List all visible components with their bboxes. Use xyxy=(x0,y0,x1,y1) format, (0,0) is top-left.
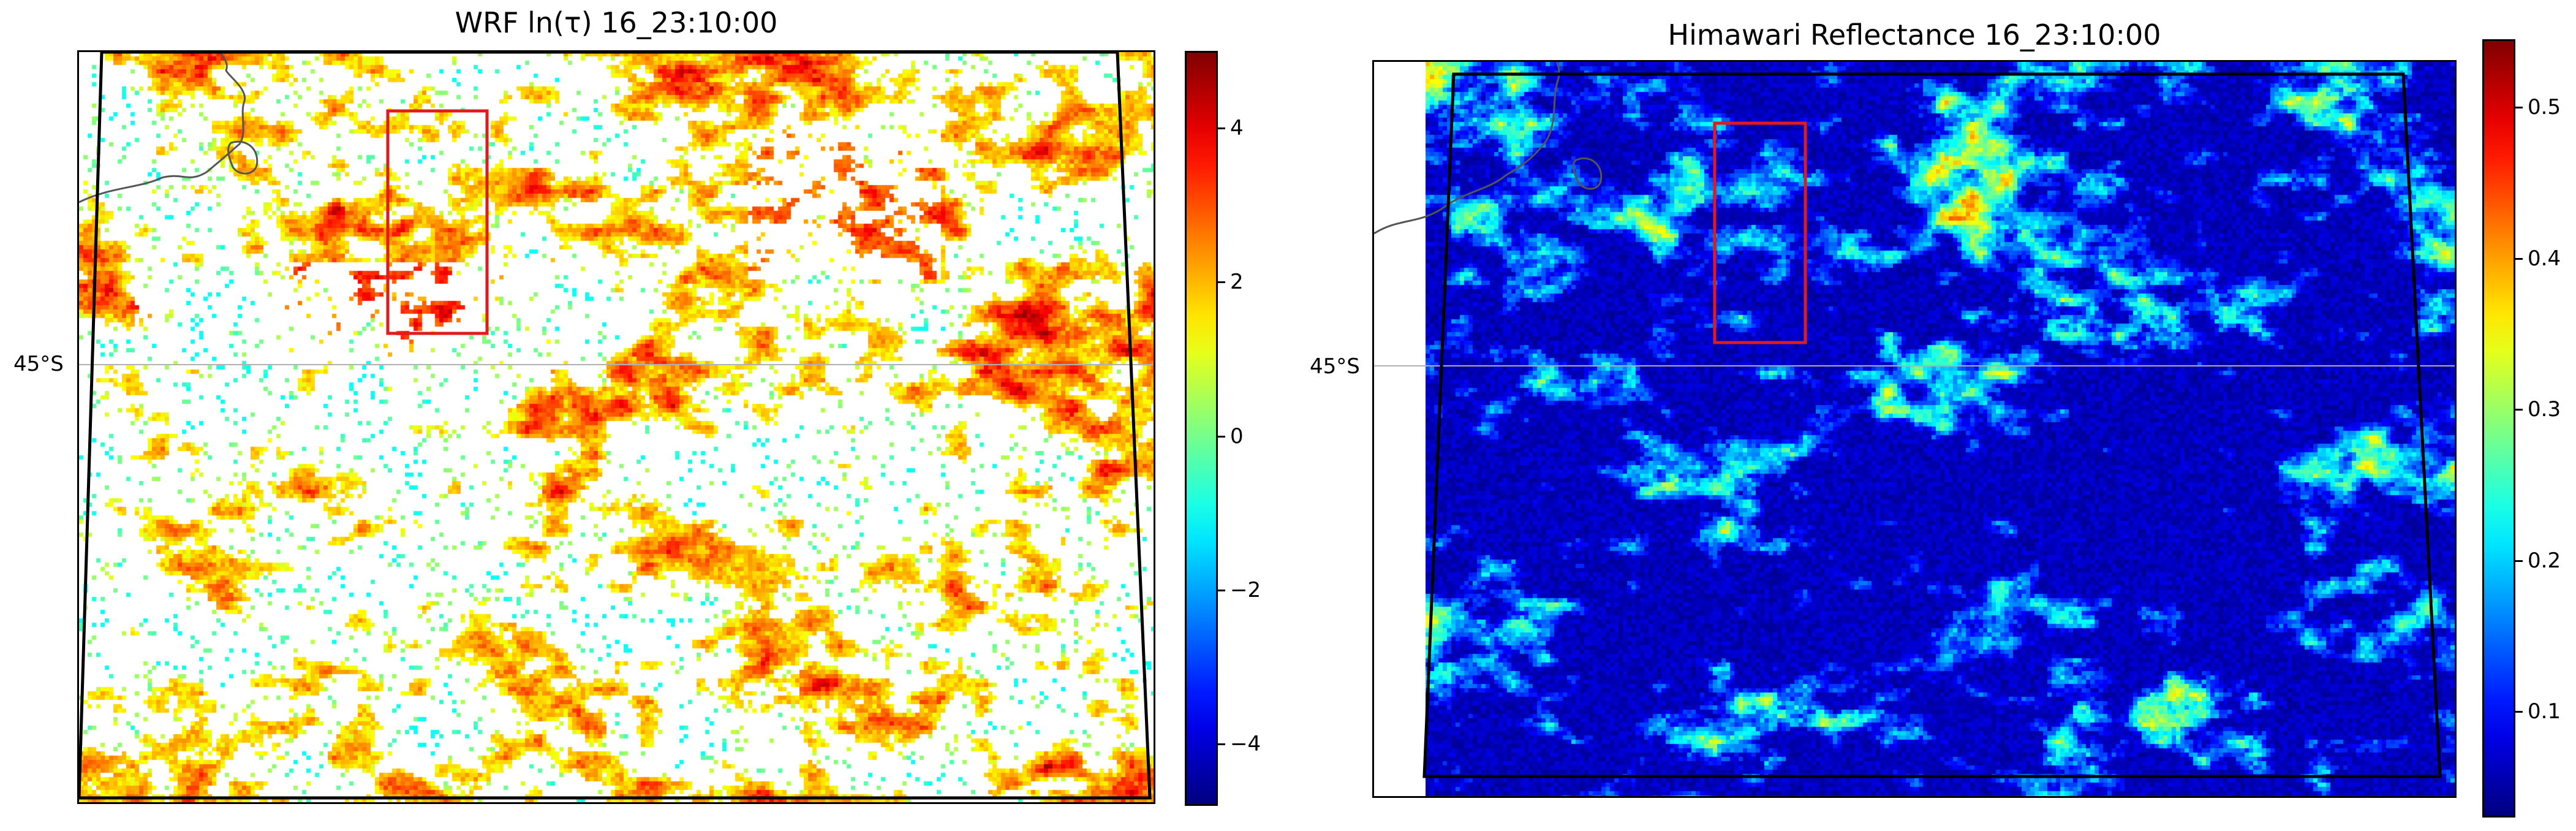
right-subdomain-red-box xyxy=(1713,121,1807,344)
right-lat-label: 45°S xyxy=(1310,354,1360,379)
right-map-axes xyxy=(1372,60,2457,798)
right-coastline xyxy=(1374,62,1560,235)
colorbar-tick xyxy=(1218,590,1225,591)
colorbar-tick-label: 4 xyxy=(1230,115,1244,140)
right-island xyxy=(1572,157,1603,190)
right-panel-title: Himawari Reflectance 16_23:10:00 xyxy=(1668,18,2161,51)
colorbar-tick xyxy=(1218,281,1225,284)
left-island xyxy=(227,140,259,175)
colorbar-tick xyxy=(1218,127,1225,129)
left-coastline xyxy=(79,52,246,203)
left-panel-title: WRF ln(τ) 16_23:10:00 xyxy=(455,6,778,39)
colorbar-tick xyxy=(2515,409,2523,411)
colorbar-tick xyxy=(2515,711,2523,713)
colorbar-tick-label: −4 xyxy=(1230,732,1261,757)
left-map-overlay xyxy=(79,52,1154,800)
colorbar-tick-label: 0.3 xyxy=(2528,397,2561,422)
colorbar-tick xyxy=(2515,106,2523,108)
colorbar-tick xyxy=(2515,560,2523,562)
left-colorbar xyxy=(1185,51,1218,806)
colorbar-tick xyxy=(1218,743,1225,746)
colorbar-tick-label: 0.1 xyxy=(2528,699,2561,724)
left-optical-depth-field xyxy=(79,52,1154,802)
right-reflectance-field xyxy=(1374,62,2455,796)
left-domain-outline xyxy=(79,52,1152,800)
colorbar-tick-label: 0 xyxy=(1230,423,1244,449)
left-subdomain-red-box xyxy=(386,109,489,335)
right-colorbar xyxy=(2482,39,2515,818)
colorbar-tick xyxy=(2515,257,2523,260)
colorbar-tick-label: 0.5 xyxy=(2528,94,2561,120)
right-domain-outline xyxy=(1422,72,2442,778)
colorbar-tick-label: 2 xyxy=(1230,270,1244,295)
colorbar-tick-label: 0.4 xyxy=(2528,246,2561,271)
left-map-axes xyxy=(77,50,1155,804)
left-lat-label: 45°S xyxy=(13,352,64,376)
colorbar-tick xyxy=(1218,435,1225,438)
right-map-overlay xyxy=(1374,62,2455,778)
colorbar-tick-label: 0.2 xyxy=(2528,548,2561,573)
colorbar-tick-label: −2 xyxy=(1230,578,1261,602)
